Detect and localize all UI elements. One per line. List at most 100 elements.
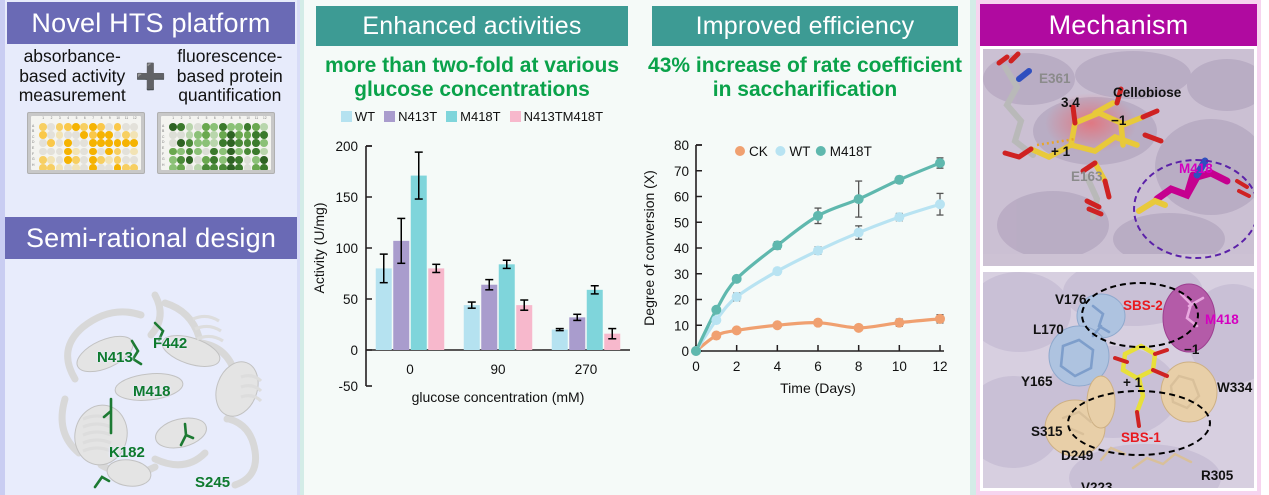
plate-row-label: E [162,146,165,151]
m418-highlight-ellipse [1133,159,1254,259]
plate-well [210,147,219,156]
residue-label: F442 [153,335,188,352]
plate-row-label: E [32,146,35,151]
plate-well [130,164,139,170]
plate-well [202,164,210,170]
line-panel-subtitle: 43% increase of rate coefficient in sacc… [648,54,962,101]
plate-well [63,147,72,156]
svg-text:80: 80 [674,138,689,153]
plate-row-label: D [32,140,35,145]
svg-text:8: 8 [855,359,863,374]
mechanism-label: D249 [1061,447,1094,463]
plate-well [88,139,97,148]
plate-col-label: 12 [133,115,137,120]
plate-well [243,147,252,156]
data-point [853,323,864,334]
protein-ribbon-svg [58,291,263,489]
legend-dot-icon [815,146,826,157]
plate-well [177,122,186,131]
residue-label: N413 [97,349,133,366]
plate-well [63,122,72,131]
plate-well [63,131,72,139]
plate-well [97,155,105,164]
svg-text:2: 2 [733,359,741,374]
svg-text:20: 20 [674,293,689,308]
plate-well [47,122,56,131]
plate-well [218,122,227,131]
hts-platform-panel: Novel HTS platform absorbance-based acti… [5,0,297,217]
plate-well [260,139,269,148]
plate-well [235,164,244,170]
plate-well [105,122,114,131]
residue-label: K182 [109,444,145,461]
data-point [813,318,823,329]
plate-well [80,131,89,139]
bar [569,317,586,351]
plate-well [185,147,194,156]
mechanism-label: M418 [1205,311,1239,327]
plate-well [121,131,130,139]
plate-well [193,147,202,156]
bar [481,285,498,351]
bar [586,290,603,351]
plate-well [121,139,130,148]
bar-chart-plot: -50 0 50 100 150 200 0 90 270 glucose concentrati… [304,126,640,495]
plate-well [185,155,194,164]
well-grid-fluorescence [161,116,271,170]
plate-well [63,164,72,170]
mechanism-label: S315 [1031,423,1063,439]
plate-well [202,139,210,148]
plate-well [169,155,177,164]
plate-col-label: 9 [238,115,241,120]
plate-well [202,147,210,156]
plate-well [80,122,89,131]
legend-swatch-icon [384,111,396,123]
plate-well [251,122,260,131]
bar [516,305,533,351]
data-point [711,315,722,326]
legend-label: N413TM418T [523,109,604,125]
plate-well [218,131,227,139]
data-point [935,199,945,210]
plate-well [210,122,219,131]
bar [393,241,410,351]
plate-well [260,131,269,139]
plate-well [235,155,244,164]
plate-well [113,122,122,131]
plate-row-label: A [32,123,35,128]
plate-well [177,139,186,148]
plate-well [218,164,227,170]
svg-text:270: 270 [575,362,598,377]
hts-panel-title: Novel HTS platform [7,2,295,44]
data-point [853,194,864,205]
mechanism-label: Y165 [1021,373,1053,389]
svg-text:12: 12 [932,359,947,374]
plate-well [113,139,122,148]
plate-col-label: 12 [263,115,267,120]
plate-col-label: 3 [58,115,61,120]
plate-well [105,139,114,148]
plate-col-label: 6 [83,115,86,120]
plate-row-label: G [32,157,35,162]
data-point [813,211,823,222]
plate-col-label: 8 [100,115,103,120]
plate-well [72,164,80,170]
legend-item: M418T [446,109,501,124]
plate-well [202,131,210,139]
plate-well [105,147,114,156]
mechanism-top-image: E361 Cellobiose 3.4 −1 + 1 E163 M418 [983,49,1254,266]
plate-column-headers: 1 2 3 4 5 6 7 8 9 10 11 12 [169,116,269,120]
line-panel-title: Improved efficiency [652,6,958,46]
plate-well [218,155,227,164]
plate-well [218,139,227,148]
legend-swatch-icon [446,111,458,123]
plate-column-headers: 1 2 3 4 5 6 7 8 9 10 11 12 [39,116,139,120]
enhanced-activities-panel: Enhanced activities more than two-fold a… [304,0,640,495]
svg-text:glucose concentration (mM): glucose concentration (mM) [412,389,585,405]
plate-well [260,122,269,131]
data-point [894,318,905,329]
mechanism-panel: Mechanism [976,0,1261,495]
